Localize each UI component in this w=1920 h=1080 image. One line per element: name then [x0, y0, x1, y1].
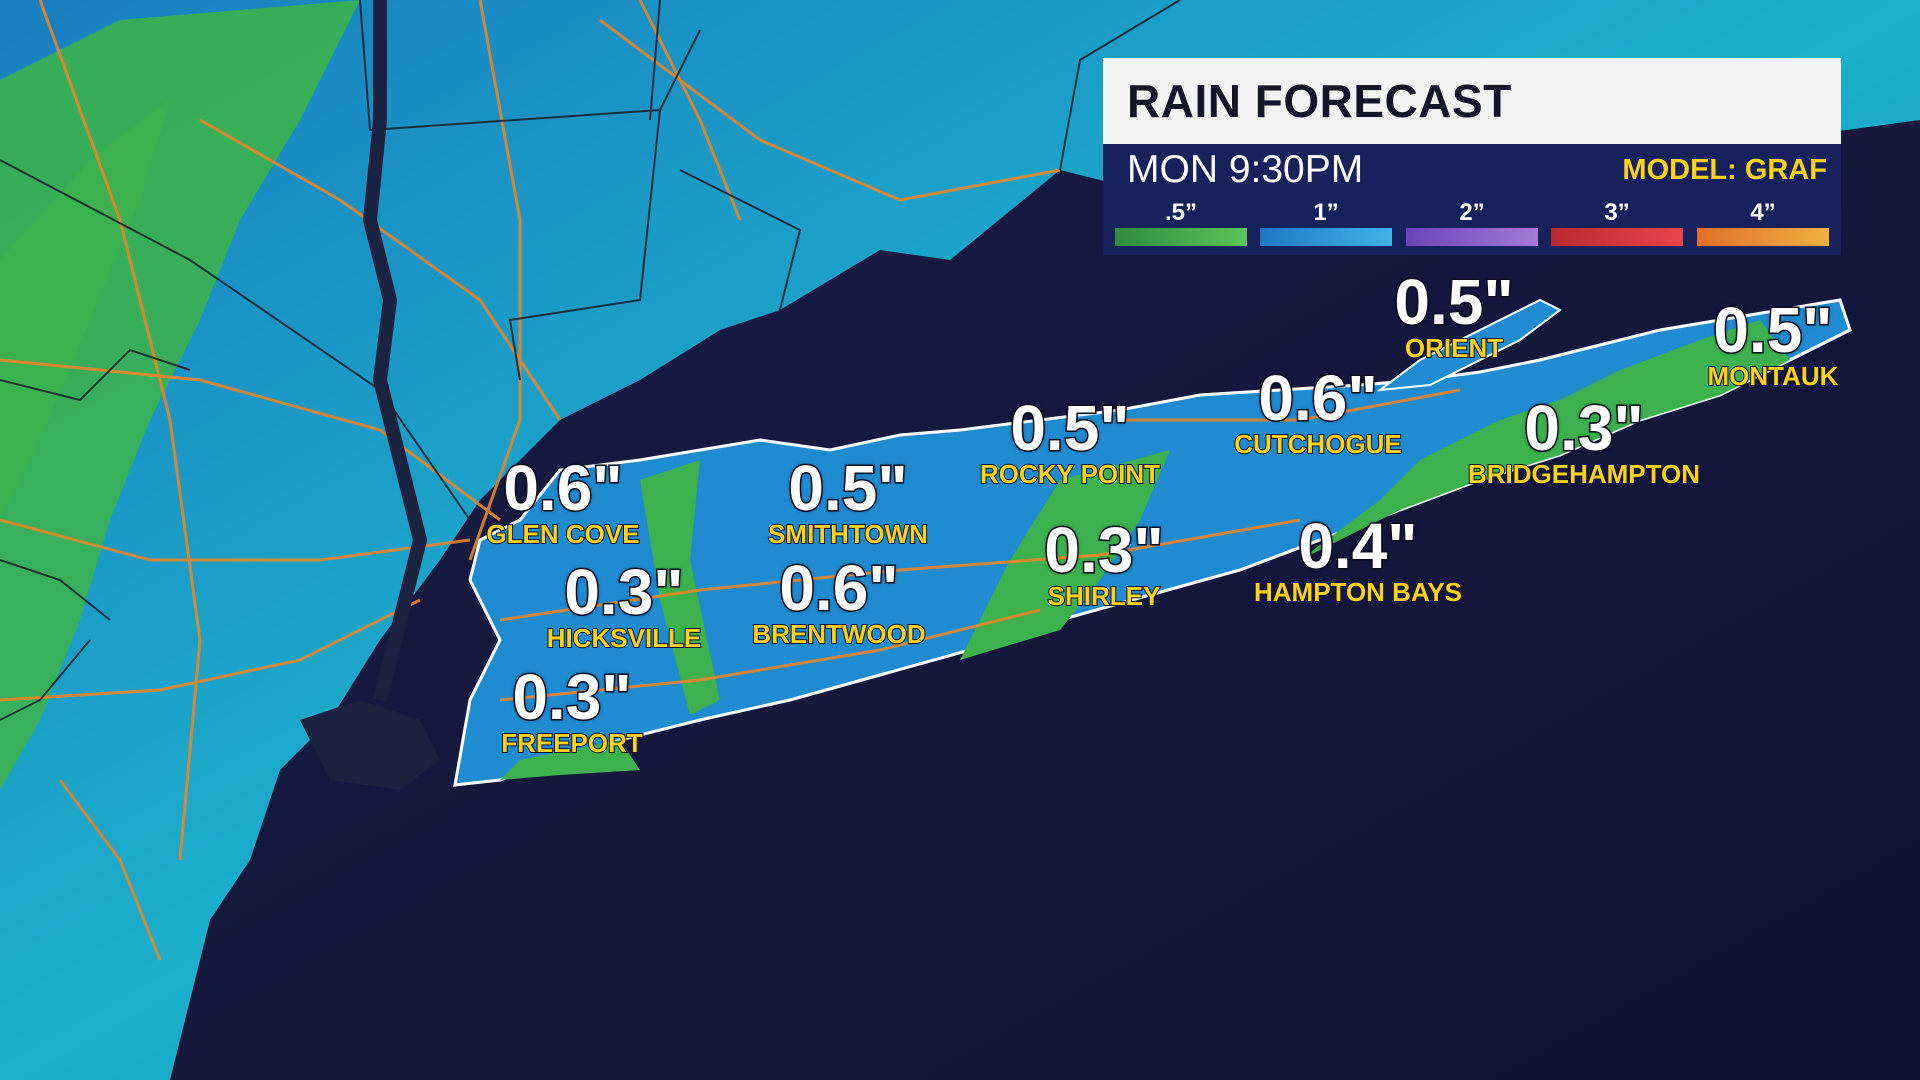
rain-total: 0.6" [778, 552, 900, 624]
city-name: CUTCHOGUE [1233, 429, 1403, 459]
north-fork [1376, 298, 1562, 392]
legend-swatch [1551, 228, 1683, 246]
city-name: HICKSVILLE [546, 623, 703, 653]
model-label: MODEL: GRAF [1622, 154, 1827, 186]
forecast-time: MON 9:30PM [1127, 148, 1364, 191]
city-name: ORIENT [1404, 333, 1504, 363]
city-bridgehampton: 0.3" BRIDGEHAMPTON [1467, 392, 1701, 490]
legend-label: 1” [1313, 199, 1339, 226]
city-cutchogue: 0.6" CUTCHOGUE [1233, 362, 1403, 460]
nyc-harbor [300, 700, 440, 790]
legend-panel: RAIN FORECAST MON 9:30PM MODEL: GRAF .5”… [1103, 58, 1841, 255]
city-rocky-point: 0.5" ROCKY POINT [979, 392, 1161, 490]
li-green-band-4 [500, 740, 640, 780]
mainland-rain-band-2 [0, 100, 170, 520]
city-shirley: 0.3" SHIRLEY [1043, 514, 1165, 612]
city-smithtown: 0.5" SMITHTOWN [767, 452, 929, 550]
rain-total: 0.5" [787, 452, 909, 524]
legend-item-four-inch: 4” [1697, 200, 1829, 248]
city-name: FREEPORT [500, 728, 644, 758]
rain-total: 0.3" [563, 556, 685, 628]
city-hampton-bays: 0.4" HAMPTON BAYS [1253, 510, 1463, 608]
legend-swatch [1406, 228, 1538, 246]
rain-total: 0.3" [1523, 392, 1645, 464]
li-green-band-1 [640, 460, 720, 715]
highways [0, 0, 1461, 961]
city-name: ROCKY POINT [979, 459, 1161, 489]
legend-swatch [1115, 228, 1247, 246]
city-montauk: 0.5" MONTAUK [1707, 294, 1840, 392]
city-name: GLEN COVE [485, 519, 640, 549]
city-glen-cove: 0.6" GLEN COVE [485, 452, 640, 550]
legend-item-two-inch: 2” [1406, 200, 1538, 248]
rain-total: 0.3" [1043, 514, 1165, 586]
legend-swatch [1260, 228, 1392, 246]
rain-total: 0.6" [1257, 362, 1379, 434]
rain-total: 0.5" [1393, 266, 1515, 338]
city-name: SHIRLEY [1047, 581, 1162, 611]
legend-item-three-inch: 3” [1551, 200, 1683, 248]
legend-item-half-inch: .5” [1115, 200, 1247, 248]
legend-title: RAIN FORECAST [1127, 75, 1512, 127]
rain-total: 0.4" [1297, 510, 1419, 582]
legend-label: 3” [1604, 199, 1630, 226]
hudson-river [362, 0, 428, 702]
city-name: SMITHTOWN [767, 519, 929, 549]
rain-total: 0.5" [1009, 392, 1131, 464]
legend-label: 2” [1459, 199, 1485, 226]
legend-label: 4” [1750, 199, 1776, 226]
city-hicksville: 0.3" HICKSVILLE [546, 556, 703, 654]
city-name: MONTAUK [1707, 361, 1840, 391]
city-name: BRENTWOOD [751, 619, 926, 649]
rain-total: 0.3" [511, 661, 633, 733]
legend-item-one-inch: 1” [1260, 200, 1392, 248]
city-freeport: 0.3" FREEPORT [500, 661, 644, 759]
rain-total: 0.6" [502, 452, 624, 524]
city-name: HAMPTON BAYS [1253, 577, 1463, 607]
legend-label: .5” [1164, 199, 1197, 226]
borders [0, 0, 1181, 721]
li-green-band-3 [1300, 320, 1790, 560]
city-brentwood: 0.6" BRENTWOOD [751, 552, 926, 650]
li-green-band-2 [960, 450, 1170, 660]
legend-title-bar: RAIN FORECAST [1103, 58, 1841, 144]
legend-swatch [1697, 228, 1829, 246]
city-name: BRIDGEHAMPTON [1467, 459, 1701, 489]
rain-total: 0.5" [1712, 294, 1834, 366]
city-orient: 0.5" ORIENT [1393, 266, 1515, 364]
